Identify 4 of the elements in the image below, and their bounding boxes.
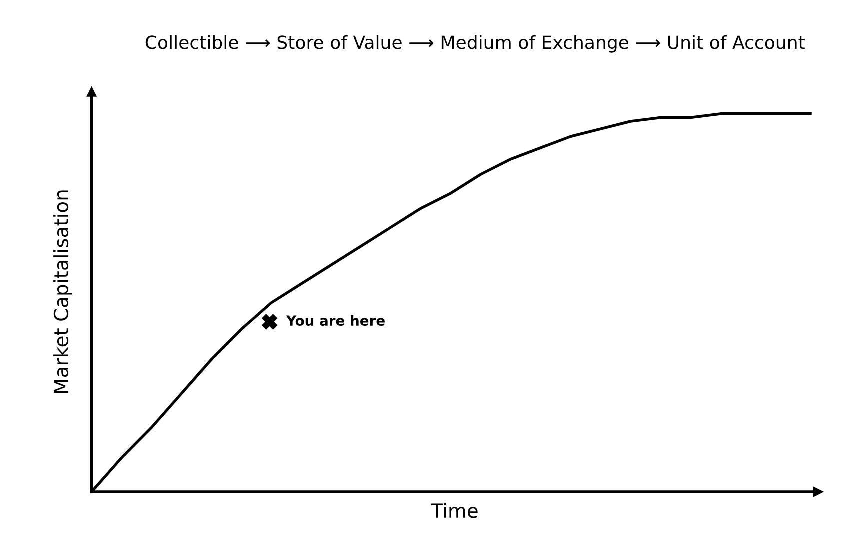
annotation: You are here — [286, 315, 385, 326]
chart-title: Collectible ⟶ Store of Value ⟶ Medium of Exchange ⟶ Unit of Account — [146, 35, 805, 53]
x-axis-title: Time — [431, 503, 478, 518]
y-axis-title: Market Capitalisation — [54, 190, 72, 394]
